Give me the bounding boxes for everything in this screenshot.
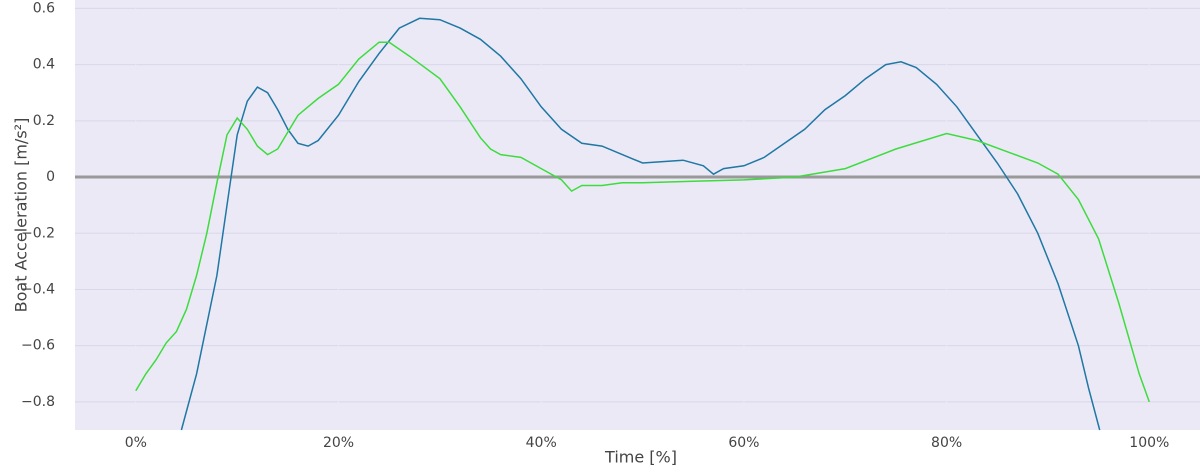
x-tick-label: 100%: [1129, 435, 1169, 451]
y-tick-label: −0.8: [21, 394, 55, 410]
y-tick-label: −0.2: [21, 225, 55, 241]
x-tick-label: 60%: [728, 435, 759, 451]
x-tick-label: 80%: [931, 435, 962, 451]
x-tick-label: 0%: [125, 435, 147, 451]
y-axis-title: Boat Acceleration [m/s²]: [12, 118, 31, 313]
x-tick-label: 40%: [526, 435, 557, 451]
x-tick-label: 20%: [323, 435, 354, 451]
data-line: [180, 17, 1101, 431]
y-tick-label: 0.2: [33, 113, 55, 129]
data-line: [135, 41, 1151, 403]
y-tick-label: 0.6: [33, 0, 55, 16]
y-tick-label: 0: [46, 169, 55, 185]
x-axis-title: Time [%]: [604, 448, 677, 467]
plot-background: [75, 0, 1200, 430]
y-tick-label: −0.6: [21, 338, 55, 354]
y-tick-label: −0.4: [21, 281, 55, 297]
y-tick-label: 0.4: [33, 57, 55, 73]
